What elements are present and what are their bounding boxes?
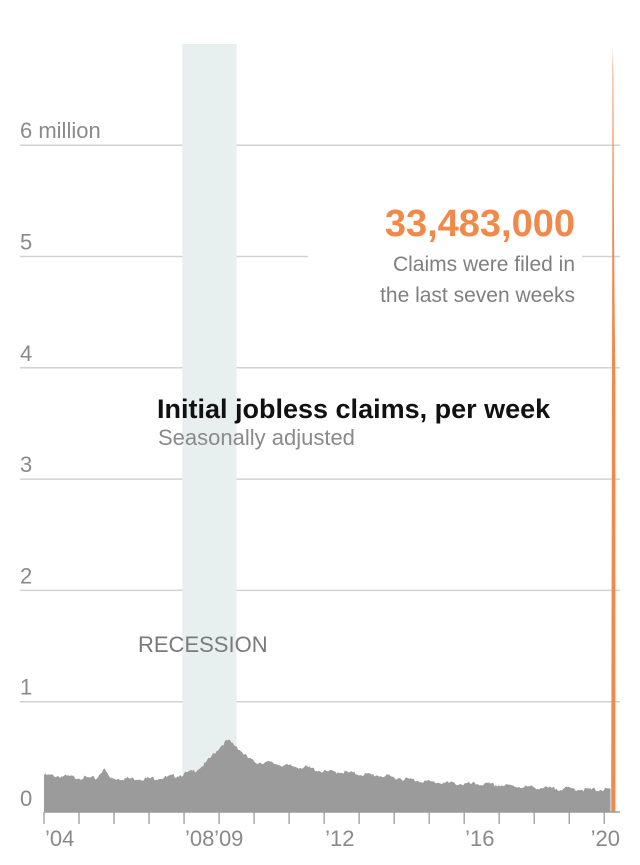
x-tick-label: ’12 <box>325 826 354 851</box>
chart-title: Initial jobless claims, per week <box>157 394 551 424</box>
recession-band-group <box>182 44 237 812</box>
annotation-total: 33,483,000 <box>385 203 575 245</box>
y-tick-label: 0 <box>20 786 32 811</box>
y-tick-label: 5 <box>20 230 32 255</box>
y-tick-label: 4 <box>20 341 32 366</box>
recession-band <box>182 44 237 812</box>
y-tick-label: 2 <box>20 563 32 588</box>
x-tick-label: ’16 <box>465 826 494 851</box>
covid-spike-series <box>611 48 616 812</box>
x-tick-label: ’09 <box>214 826 243 851</box>
y-tick-label: 6 million <box>20 118 101 143</box>
x-tick-label: ’04 <box>45 826 74 851</box>
x-axis: ’04 ’08’09 ’12 ’16 ’20 <box>43 811 620 851</box>
recession-label: RECESSION <box>138 632 268 657</box>
gridlines <box>20 144 620 703</box>
series-areas <box>44 48 616 812</box>
annotation-line-1: Claims were filed in <box>393 253 575 276</box>
x-tick-label: ’08 <box>185 826 214 851</box>
annotation-line-2: the last seven weeks <box>380 284 575 307</box>
y-axis-ticks: 0 1 2 3 4 5 6 million <box>20 118 101 811</box>
y-tick-label: 1 <box>20 675 32 700</box>
y-tick-label: 3 <box>20 452 32 477</box>
x-tick-label: ’20 <box>591 826 620 851</box>
chart-subtitle: Seasonally adjusted <box>158 425 355 450</box>
claims-area-series <box>44 739 611 812</box>
